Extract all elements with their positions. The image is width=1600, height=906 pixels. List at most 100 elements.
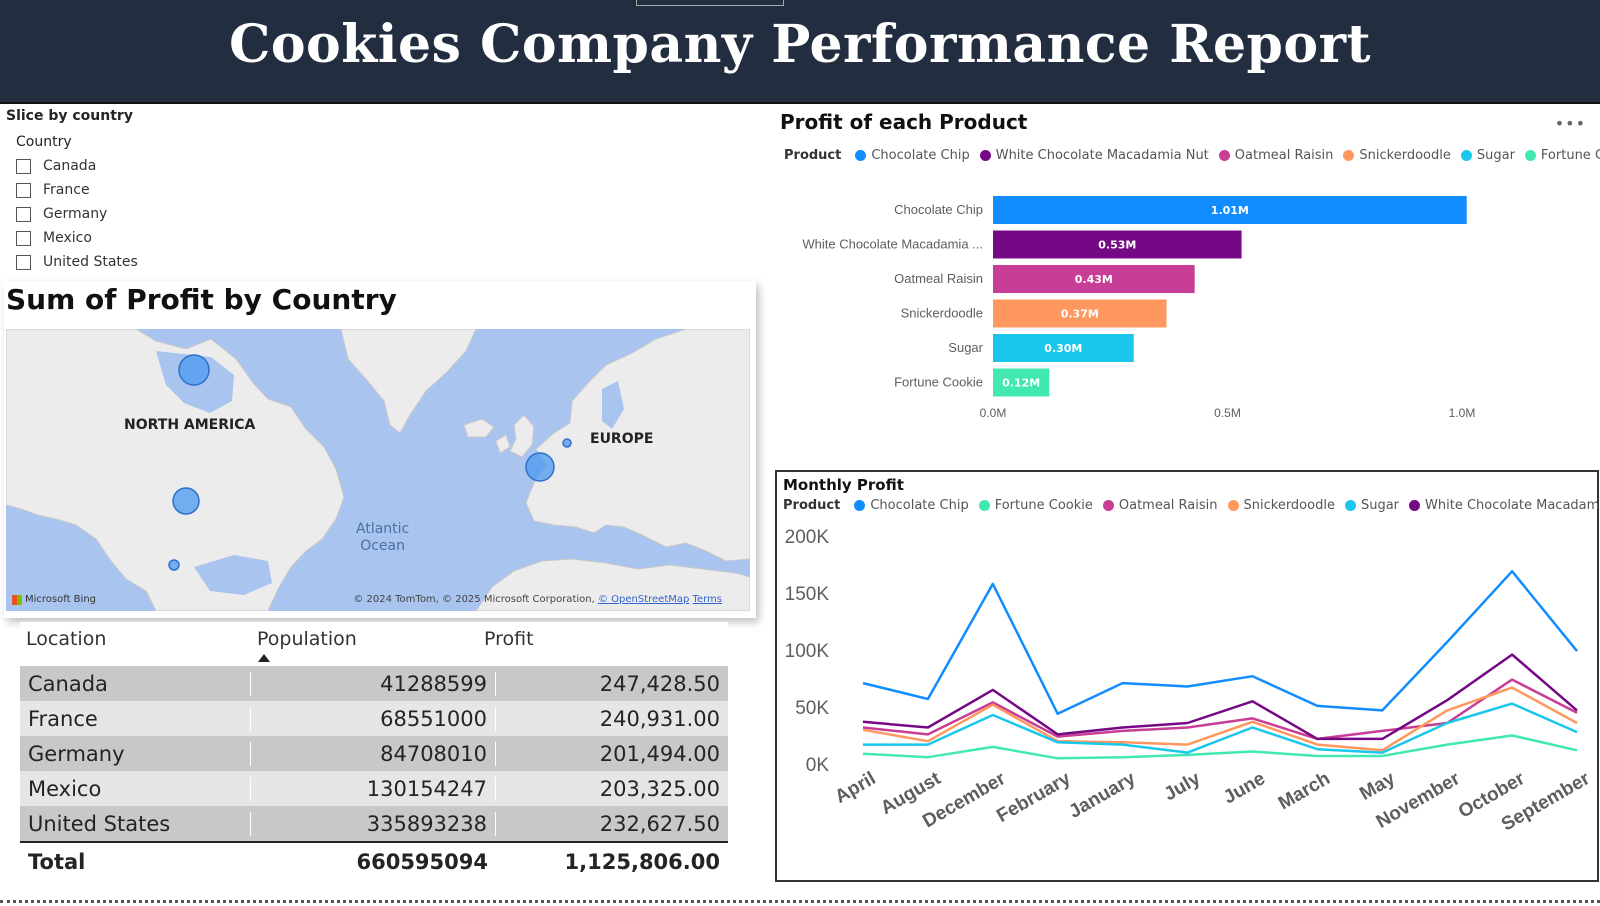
profit-bubbles (168, 354, 572, 571)
report-header: Cookies Company Performance Report (0, 0, 1600, 104)
legend-label: Fortune Cookie (994, 498, 1093, 513)
bar-chart-title: Profit of each Product (780, 110, 1028, 134)
map-title: Sum of Profit by Country (6, 283, 397, 316)
line-series-3 (862, 686, 1578, 752)
checkbox[interactable] (16, 230, 31, 246)
bubble-france (525, 452, 555, 482)
header-population[interactable]: Population (257, 628, 357, 650)
checkbox[interactable] (16, 182, 31, 198)
legend-dot-icon (978, 500, 990, 511)
legend-label: White Chocolate Macadamia Nut (1425, 498, 1600, 513)
cell-population: 130154247 (251, 776, 496, 801)
table-row: France 68551000 240,931.00 (20, 701, 728, 736)
bar-category-label: White Chocolate Macadamia ... (802, 237, 983, 252)
slicer-item-germany[interactable]: Germany (16, 202, 306, 226)
legend-label: Snickerdoodle (1243, 498, 1335, 513)
line-chart-title: Monthly Profit (783, 476, 904, 494)
legend-dot-icon (855, 150, 867, 161)
bar-legend-title: Product (784, 148, 842, 163)
bar-category-label: Chocolate Chip (894, 202, 983, 217)
x-tick-label: March (1275, 768, 1334, 814)
profit-map[interactable]: NORTH AMERICA EUROPE Atlantic Ocean Micr… (6, 329, 750, 611)
table-header: Location Population Profit (20, 622, 728, 666)
bar-chart-plot: Chocolate Chip 1.01M White Chocolate Macad… (802, 196, 1475, 420)
header-profit[interactable]: Profit (484, 628, 534, 650)
legend-item[interactable]: White Chocolate Macadamia Nut (979, 148, 1209, 163)
table-row: Canada 41288599 247,428.50 (20, 666, 728, 701)
legend-item[interactable]: Snickerdoodle (1227, 498, 1335, 513)
y-tick-label: 150K (785, 584, 830, 605)
total-population: 660595094 (356, 850, 488, 874)
page-bottom-border (0, 900, 1600, 903)
map-copyright: © 2024 TomTom, © 2025 Microsoft Corporat… (353, 594, 722, 605)
land-greenland (340, 329, 477, 434)
legend-item[interactable]: Fortune Cookie (1524, 148, 1600, 163)
header-tab-marker (636, 0, 784, 6)
bar-category-label: Sugar (948, 340, 983, 355)
legend-item[interactable]: White Chocolate Macadamia Nut (1409, 498, 1600, 513)
legend-item[interactable]: Chocolate Chip (855, 148, 970, 163)
cell-population: 335893238 (251, 811, 496, 836)
line-series-5 (862, 653, 1578, 741)
bar-data-label: 1.01M (1211, 204, 1249, 217)
y-tick-label: 50K (795, 698, 829, 719)
legend-label: Sugar (1360, 498, 1400, 513)
slicer-item-united-states[interactable]: United States (16, 250, 306, 274)
legend-item[interactable]: Fortune Cookie (978, 498, 1093, 513)
legend-label: Chocolate Chip (871, 148, 970, 163)
legend-label: Chocolate Chip (870, 498, 969, 513)
cell-profit: 232,627.50 (599, 811, 720, 836)
label-atlantic-ocean: Atlantic Ocean (356, 521, 409, 555)
cell-location: Mexico (20, 776, 251, 801)
checkbox[interactable] (16, 206, 31, 222)
sort-ascending-icon (258, 654, 270, 662)
bing-text: Microsoft Bing (25, 594, 97, 605)
more-options-icon[interactable]: ••• (1554, 114, 1586, 133)
legend-dot-icon (1102, 500, 1114, 511)
legend-dot-icon (854, 500, 866, 511)
bar-1 (993, 230, 1242, 259)
bubble-mexico (168, 559, 180, 571)
y-tick-label: 100K (785, 641, 830, 662)
legend-item[interactable]: Oatmeal Raisin (1102, 498, 1218, 513)
slicer-item-mexico[interactable]: Mexico (16, 226, 306, 250)
legend-item[interactable]: Sugar (1344, 498, 1400, 513)
slicer-item-label: United States (43, 254, 138, 270)
x-tick-label: July (1161, 768, 1205, 805)
osm-link[interactable]: © OpenStreetMap (597, 594, 690, 605)
monthly-profit-card: Monthly Profit Product Chocolate Chip For… (775, 470, 1600, 882)
legend-item[interactable]: Sugar (1460, 148, 1515, 163)
bar-data-label: 0.37M (1061, 308, 1099, 321)
line-series-2 (862, 678, 1578, 741)
x-tick-label: February (993, 768, 1074, 827)
bar-data-label: 0.43M (1075, 273, 1113, 286)
checkbox[interactable] (16, 158, 31, 174)
legend-dot-icon (979, 150, 991, 161)
slicer-item-france[interactable]: France (16, 178, 306, 202)
bing-attribution: Microsoft Bing (12, 594, 96, 605)
legend-dot-icon (1343, 150, 1355, 161)
x-tick-label: January (1066, 768, 1140, 823)
bar-5 (993, 368, 1050, 397)
checkbox[interactable] (16, 254, 31, 270)
slicer-item-canada[interactable]: Canada (16, 154, 306, 178)
bar-0 (993, 196, 1467, 224)
ocean-line1: Atlantic (356, 521, 410, 537)
legend-dot-icon (1524, 150, 1536, 161)
cell-population: 84708010 (251, 741, 496, 766)
slicer-title: Slice by country (6, 108, 133, 124)
terms-link[interactable]: Terms (692, 594, 722, 605)
header-location[interactable]: Location (26, 628, 107, 650)
bar-category-label: Oatmeal Raisin (894, 271, 983, 286)
label-north-america: NORTH AMERICA (124, 417, 256, 433)
report-title: Cookies Company Performance Report (228, 14, 1372, 75)
land-iceland (463, 418, 495, 438)
legend-item[interactable]: Chocolate Chip (854, 498, 969, 513)
legend-item[interactable]: Oatmeal Raisin (1218, 148, 1333, 163)
bar-category-label: Fortune Cookie (894, 375, 983, 390)
cell-profit: 240,931.00 (599, 706, 720, 731)
total-profit: 1,125,806.00 (564, 850, 720, 874)
profit-map-card: Sum of Profit by Country (4, 281, 756, 618)
legend-item[interactable]: Snickerdoodle (1343, 148, 1451, 163)
line-legend: Product Chocolate Chip Fortune Cookie Oatm… (783, 498, 1600, 513)
